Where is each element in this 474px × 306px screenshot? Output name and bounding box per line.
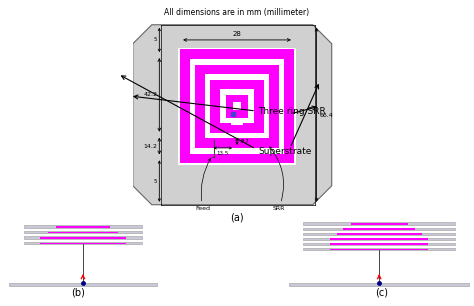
- Bar: [24, 236, 142, 239]
- Bar: [330, 244, 428, 245]
- Text: SRR: SRR: [270, 147, 285, 211]
- Text: Feed: Feed: [195, 159, 210, 211]
- Polygon shape: [195, 65, 279, 148]
- Polygon shape: [210, 80, 264, 133]
- Text: 13.5: 13.5: [217, 151, 229, 156]
- Text: 8.7: 8.7: [241, 139, 249, 144]
- Polygon shape: [190, 59, 284, 154]
- Polygon shape: [233, 103, 241, 110]
- Text: 14.2: 14.2: [144, 144, 157, 148]
- Text: (c): (c): [375, 287, 388, 297]
- Polygon shape: [133, 25, 332, 205]
- Bar: [24, 242, 142, 244]
- Text: 5: 5: [154, 37, 157, 43]
- Text: All dimensions are in mm (millimeter): All dimensions are in mm (millimeter): [164, 8, 310, 17]
- Text: Three ring SRR: Three ring SRR: [258, 106, 326, 115]
- Bar: [24, 231, 142, 233]
- Polygon shape: [180, 49, 294, 163]
- Bar: [9, 283, 157, 286]
- Text: (b): (b): [71, 287, 85, 297]
- Polygon shape: [220, 89, 254, 123]
- Bar: [343, 228, 415, 230]
- Bar: [303, 248, 455, 250]
- Text: 28: 28: [233, 31, 241, 37]
- Bar: [330, 248, 428, 250]
- Bar: [48, 232, 118, 233]
- Bar: [303, 222, 455, 225]
- Bar: [303, 233, 455, 235]
- Bar: [303, 243, 455, 245]
- Text: 5: 5: [154, 178, 157, 184]
- Text: 66.4: 66.4: [319, 113, 333, 118]
- Polygon shape: [205, 74, 269, 138]
- Bar: [303, 228, 455, 230]
- Polygon shape: [178, 47, 296, 165]
- Text: Superstrate: Superstrate: [258, 147, 311, 155]
- Bar: [40, 237, 126, 239]
- Bar: [337, 233, 422, 235]
- Text: 42.2: 42.2: [144, 92, 157, 97]
- Bar: [351, 223, 408, 225]
- Bar: [40, 243, 126, 244]
- Polygon shape: [226, 95, 248, 118]
- Bar: [24, 225, 142, 228]
- Text: (a): (a): [230, 213, 244, 223]
- Bar: [55, 226, 110, 228]
- Bar: [303, 237, 455, 241]
- Bar: [231, 119, 243, 125]
- Bar: [289, 283, 469, 286]
- Bar: [330, 238, 428, 240]
